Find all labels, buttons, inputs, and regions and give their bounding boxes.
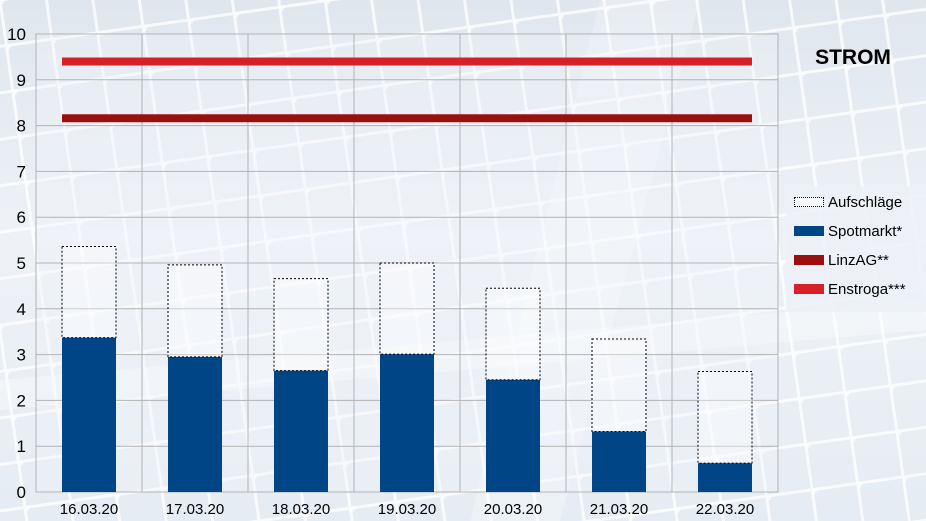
y-tick-label-0: 0 <box>17 483 26 502</box>
bar-aufschlaege-19.03.20 <box>379 262 435 355</box>
y-tick-label-1: 1 <box>17 437 26 456</box>
y-tick-label-10: 10 <box>7 25 26 44</box>
legend-label-spotmarkt: Spotmarkt* <box>828 222 903 240</box>
y-tick-label-5: 5 <box>17 254 26 273</box>
bar-aufschlaege-20.03.20 <box>485 287 541 381</box>
y-tick-label-7: 7 <box>17 162 26 181</box>
x-tick-label-19.03.20: 19.03.20 <box>378 501 436 518</box>
y-tick-label-4: 4 <box>17 300 26 319</box>
bar-aufschlaege-18.03.20 <box>273 278 329 372</box>
legend-label-aufschlaege: Aufschläge <box>828 193 903 211</box>
bar-aufschlaege-22.03.20 <box>697 371 753 464</box>
reference-lines <box>62 57 752 123</box>
chart-title: STROM <box>815 46 891 69</box>
bar-aufschlaege-21.03.20 <box>591 338 647 433</box>
bar-aufschlaege-16.03.20 <box>61 246 117 339</box>
legend: Aufschläge Spotmarkt* LinzAG** Enstroga*… <box>786 186 926 312</box>
bar-spotmarkt-21.03.20 <box>592 431 646 492</box>
y-tick-label-9: 9 <box>17 71 26 90</box>
legend-swatch-aufschlaege <box>794 197 824 207</box>
bar-spotmarkt-18.03.20 <box>274 370 328 492</box>
x-tick-label-21.03.20: 21.03.20 <box>590 501 648 518</box>
legend-item-enstroga: Enstroga*** <box>794 279 906 299</box>
bar-aufschlaege-17.03.20 <box>167 264 223 358</box>
legend-item-spotmarkt: Spotmarkt* <box>794 221 902 241</box>
x-tick-label-17.03.20: 17.03.20 <box>166 501 224 518</box>
x-tick-label-22.03.20: 22.03.20 <box>696 501 754 518</box>
bar-spotmarkt-17.03.20 <box>168 356 222 492</box>
bar-spotmarkt-22.03.20 <box>698 463 752 492</box>
legend-label-linzag: LinzAG** <box>828 251 889 269</box>
y-tick-label-3: 3 <box>17 346 26 365</box>
legend-swatch-linzag <box>794 255 824 265</box>
bar-spotmarkt-16.03.20 <box>62 337 116 492</box>
y-tick-label-8: 8 <box>17 117 26 136</box>
x-tick-label-18.03.20: 18.03.20 <box>272 501 330 518</box>
legend-swatch-enstroga <box>794 284 824 294</box>
legend-swatch-spotmarkt <box>794 226 824 236</box>
legend-item-aufschlaege: Aufschläge <box>794 192 902 212</box>
x-tick-label-20.03.20: 20.03.20 <box>484 501 542 518</box>
y-tick-label-6: 6 <box>17 208 26 227</box>
x-tick-label-16.03.20: 16.03.20 <box>60 501 118 518</box>
bars <box>61 246 753 492</box>
bar-spotmarkt-19.03.20 <box>380 354 434 492</box>
bar-spotmarkt-20.03.20 <box>486 379 540 492</box>
legend-label-enstroga: Enstroga*** <box>828 280 906 298</box>
legend-item-linzag: LinzAG** <box>794 250 889 270</box>
y-tick-label-2: 2 <box>17 391 26 410</box>
axes: 0 1 2 3 4 5 6 7 8 9 10 16.03.20 17.03.20 18.03.20 19.0… <box>7 25 754 518</box>
